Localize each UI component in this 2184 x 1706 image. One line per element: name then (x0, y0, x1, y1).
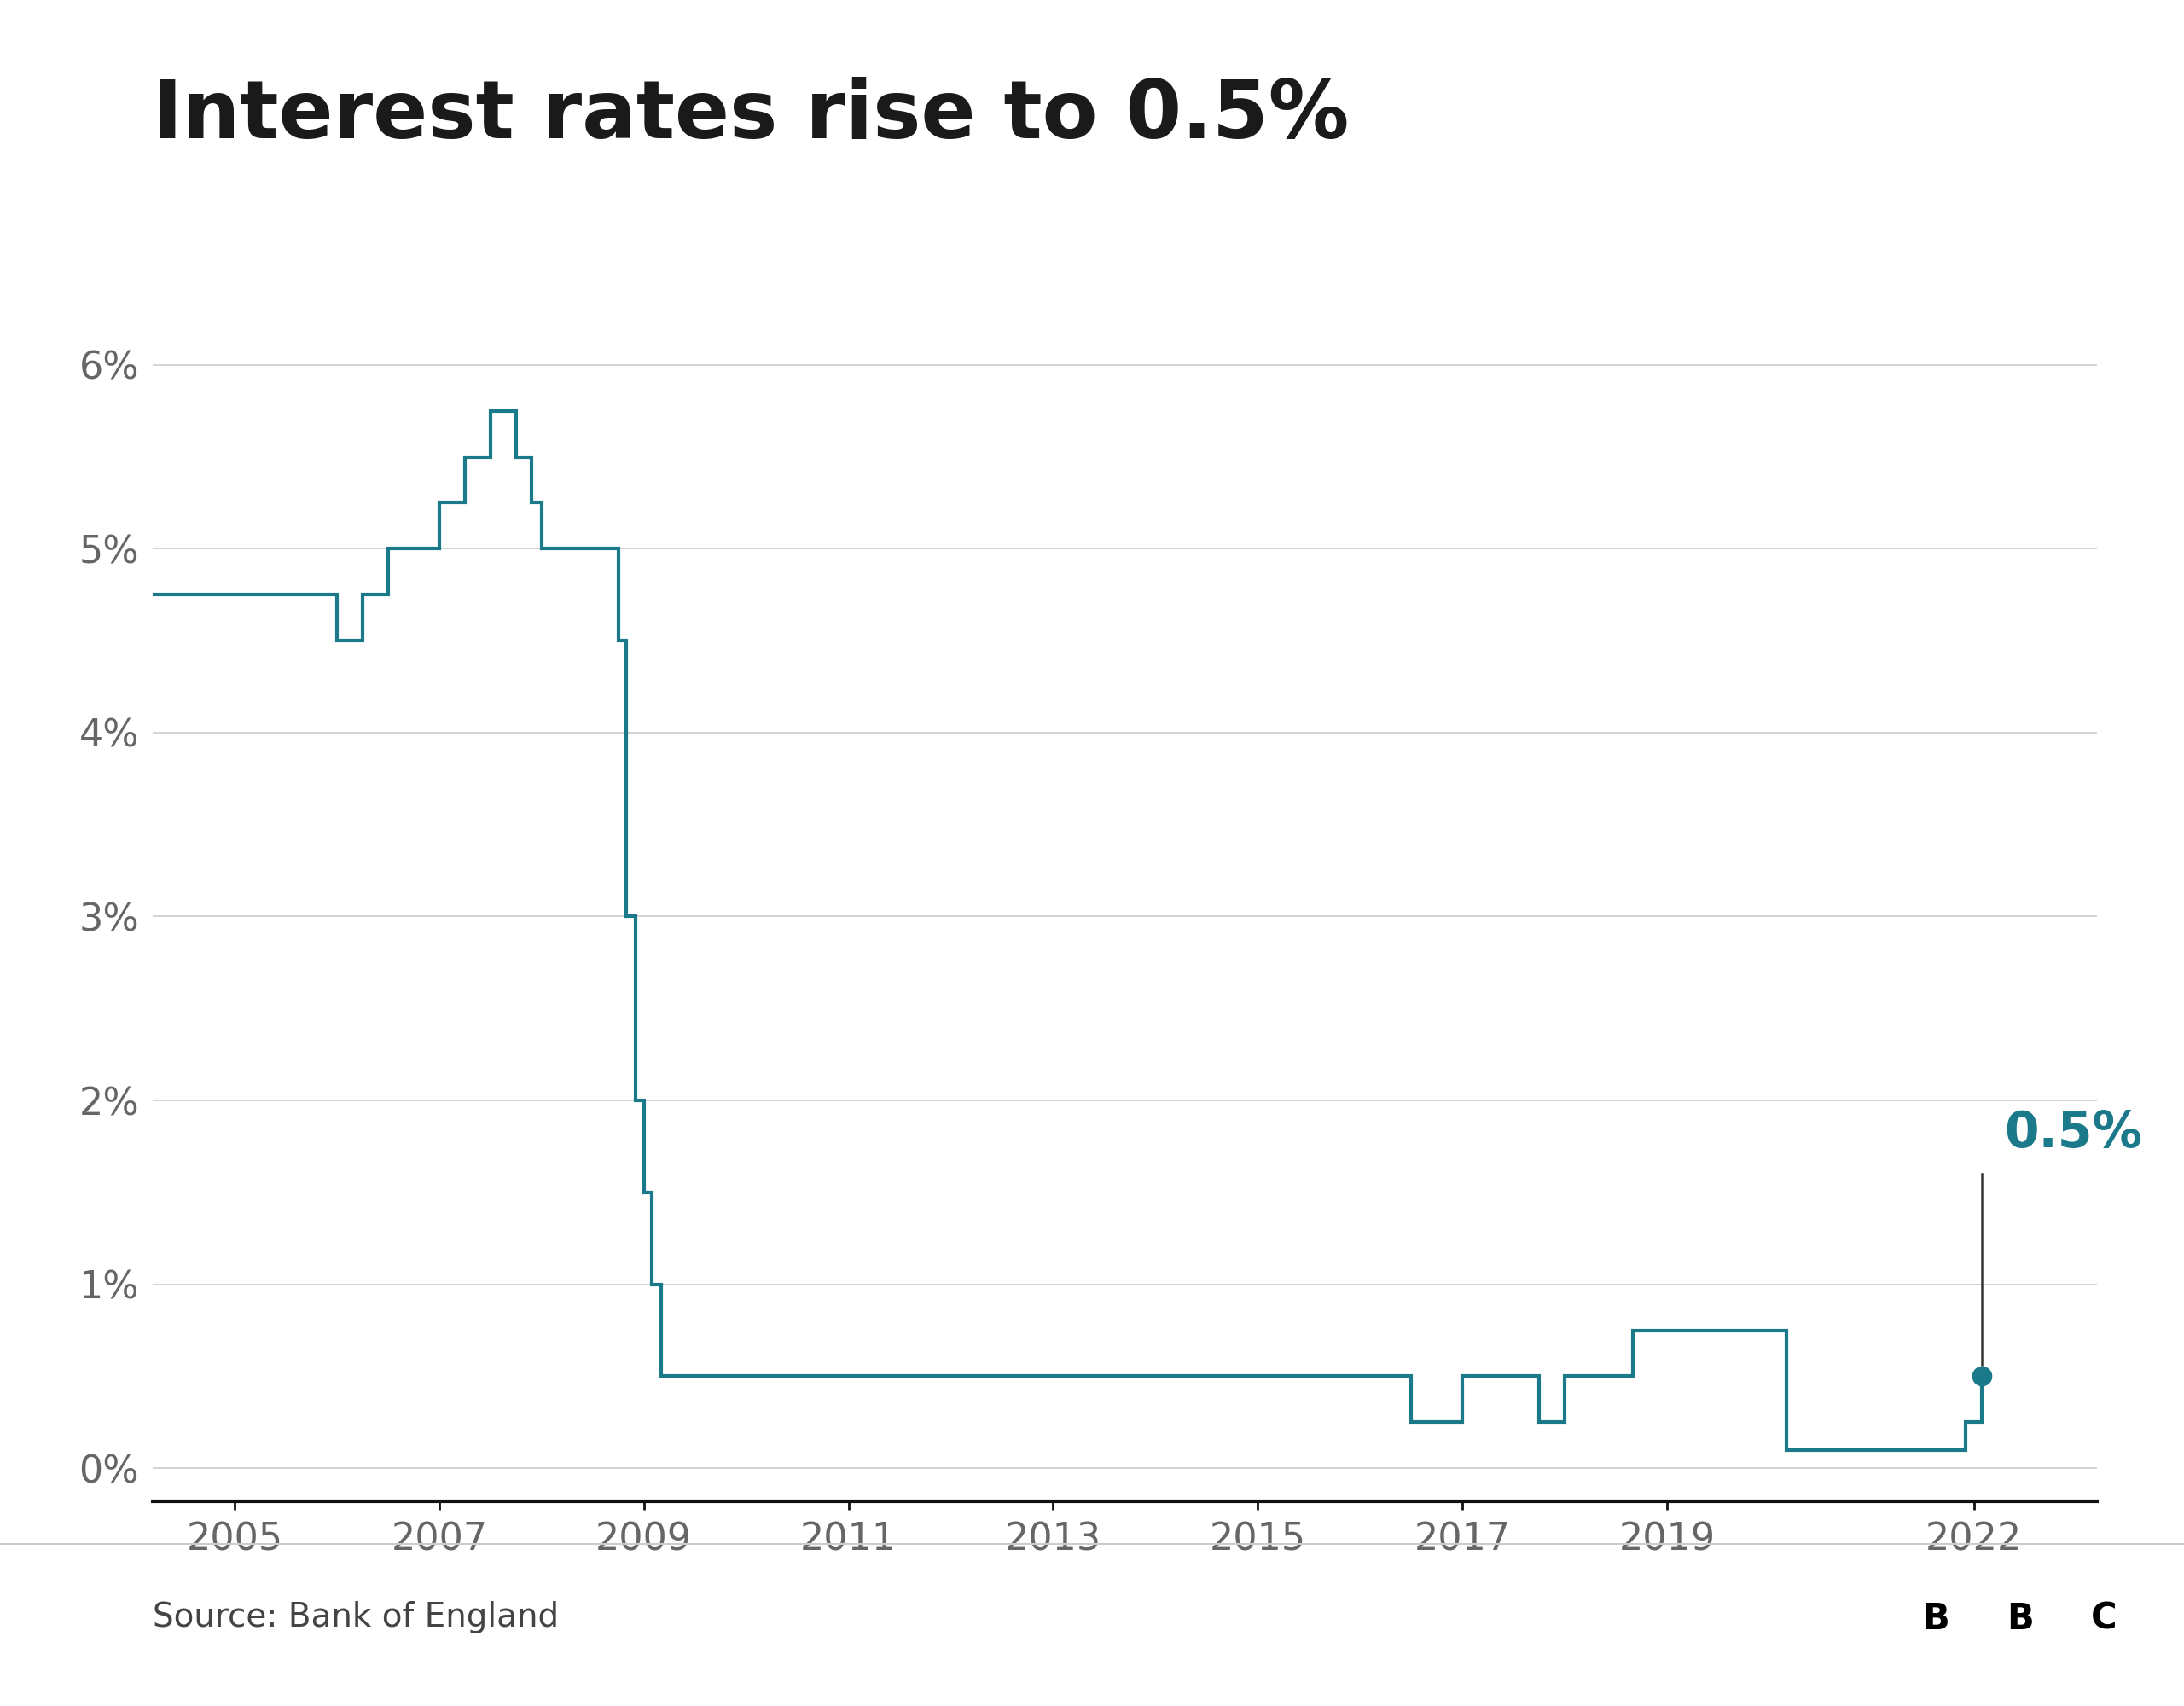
Text: C: C (2090, 1600, 2116, 1638)
Bar (2068, 1578, 2140, 1660)
Text: B: B (1922, 1600, 1950, 1638)
Bar (1900, 1578, 1972, 1660)
Text: B: B (2007, 1600, 2033, 1638)
Text: Source: Bank of England: Source: Bank of England (153, 1600, 559, 1634)
Text: Interest rates rise to 0.5%: Interest rates rise to 0.5% (153, 77, 1350, 155)
Bar (1985, 1578, 2055, 1660)
Text: 0.5%: 0.5% (2005, 1109, 2143, 1158)
